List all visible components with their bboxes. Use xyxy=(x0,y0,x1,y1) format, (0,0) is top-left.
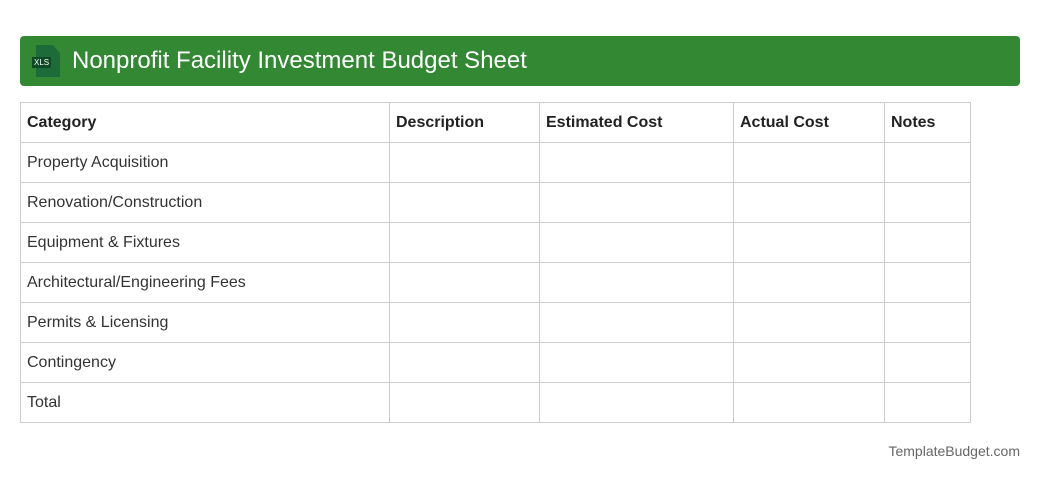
budget-table: Category Description Estimated Cost Actu… xyxy=(20,102,971,423)
category-cell: Contingency xyxy=(20,342,390,383)
category-cell: Permits & Licensing xyxy=(20,302,390,343)
empty-cell[interactable] xyxy=(733,222,885,263)
header-bar: XLS Nonprofit Facility Investment Budget… xyxy=(20,36,1020,86)
empty-cell[interactable] xyxy=(733,302,885,343)
empty-cell[interactable] xyxy=(884,182,971,223)
empty-cell[interactable] xyxy=(389,342,540,383)
empty-cell[interactable] xyxy=(389,142,540,183)
column-header: Actual Cost xyxy=(733,102,885,143)
empty-cell[interactable] xyxy=(389,222,540,263)
empty-cell[interactable] xyxy=(733,262,885,303)
page-title: Nonprofit Facility Investment Budget She… xyxy=(72,47,527,74)
category-cell: Equipment & Fixtures xyxy=(20,222,390,263)
empty-cell[interactable] xyxy=(884,262,971,303)
category-cell: Property Acquisition xyxy=(20,142,390,183)
column-header: Description xyxy=(389,102,540,143)
table-row: Property Acquisition xyxy=(20,142,971,183)
empty-cell[interactable] xyxy=(389,302,540,343)
xls-file-icon: XLS xyxy=(32,45,60,77)
empty-cell[interactable] xyxy=(539,342,734,383)
table-row: Total xyxy=(20,382,971,423)
column-header: Estimated Cost xyxy=(539,102,734,143)
empty-cell[interactable] xyxy=(884,302,971,343)
empty-cell[interactable] xyxy=(884,382,971,423)
table-row: Architectural/Engineering Fees xyxy=(20,262,971,303)
table-row: Contingency xyxy=(20,342,971,383)
category-cell: Renovation/Construction xyxy=(20,182,390,223)
column-header: Notes xyxy=(884,102,971,143)
empty-cell[interactable] xyxy=(884,342,971,383)
empty-cell[interactable] xyxy=(539,142,734,183)
table-row: Renovation/Construction xyxy=(20,182,971,223)
footer-brand[interactable]: TemplateBudget.com xyxy=(888,443,1020,459)
empty-cell[interactable] xyxy=(389,262,540,303)
table-row: Permits & Licensing xyxy=(20,302,971,343)
empty-cell[interactable] xyxy=(884,142,971,183)
empty-cell[interactable] xyxy=(733,342,885,383)
empty-cell[interactable] xyxy=(539,302,734,343)
empty-cell[interactable] xyxy=(389,182,540,223)
category-cell: Total xyxy=(20,382,390,423)
empty-cell[interactable] xyxy=(884,222,971,263)
empty-cell[interactable] xyxy=(733,382,885,423)
column-header: Category xyxy=(20,102,390,143)
category-cell: Architectural/Engineering Fees xyxy=(20,262,390,303)
empty-cell[interactable] xyxy=(539,382,734,423)
table-row: Equipment & Fixtures xyxy=(20,222,971,263)
empty-cell[interactable] xyxy=(539,182,734,223)
empty-cell[interactable] xyxy=(733,142,885,183)
empty-cell[interactable] xyxy=(539,222,734,263)
table-header-row: Category Description Estimated Cost Actu… xyxy=(20,102,971,143)
empty-cell[interactable] xyxy=(389,382,540,423)
empty-cell[interactable] xyxy=(733,182,885,223)
empty-cell[interactable] xyxy=(539,262,734,303)
